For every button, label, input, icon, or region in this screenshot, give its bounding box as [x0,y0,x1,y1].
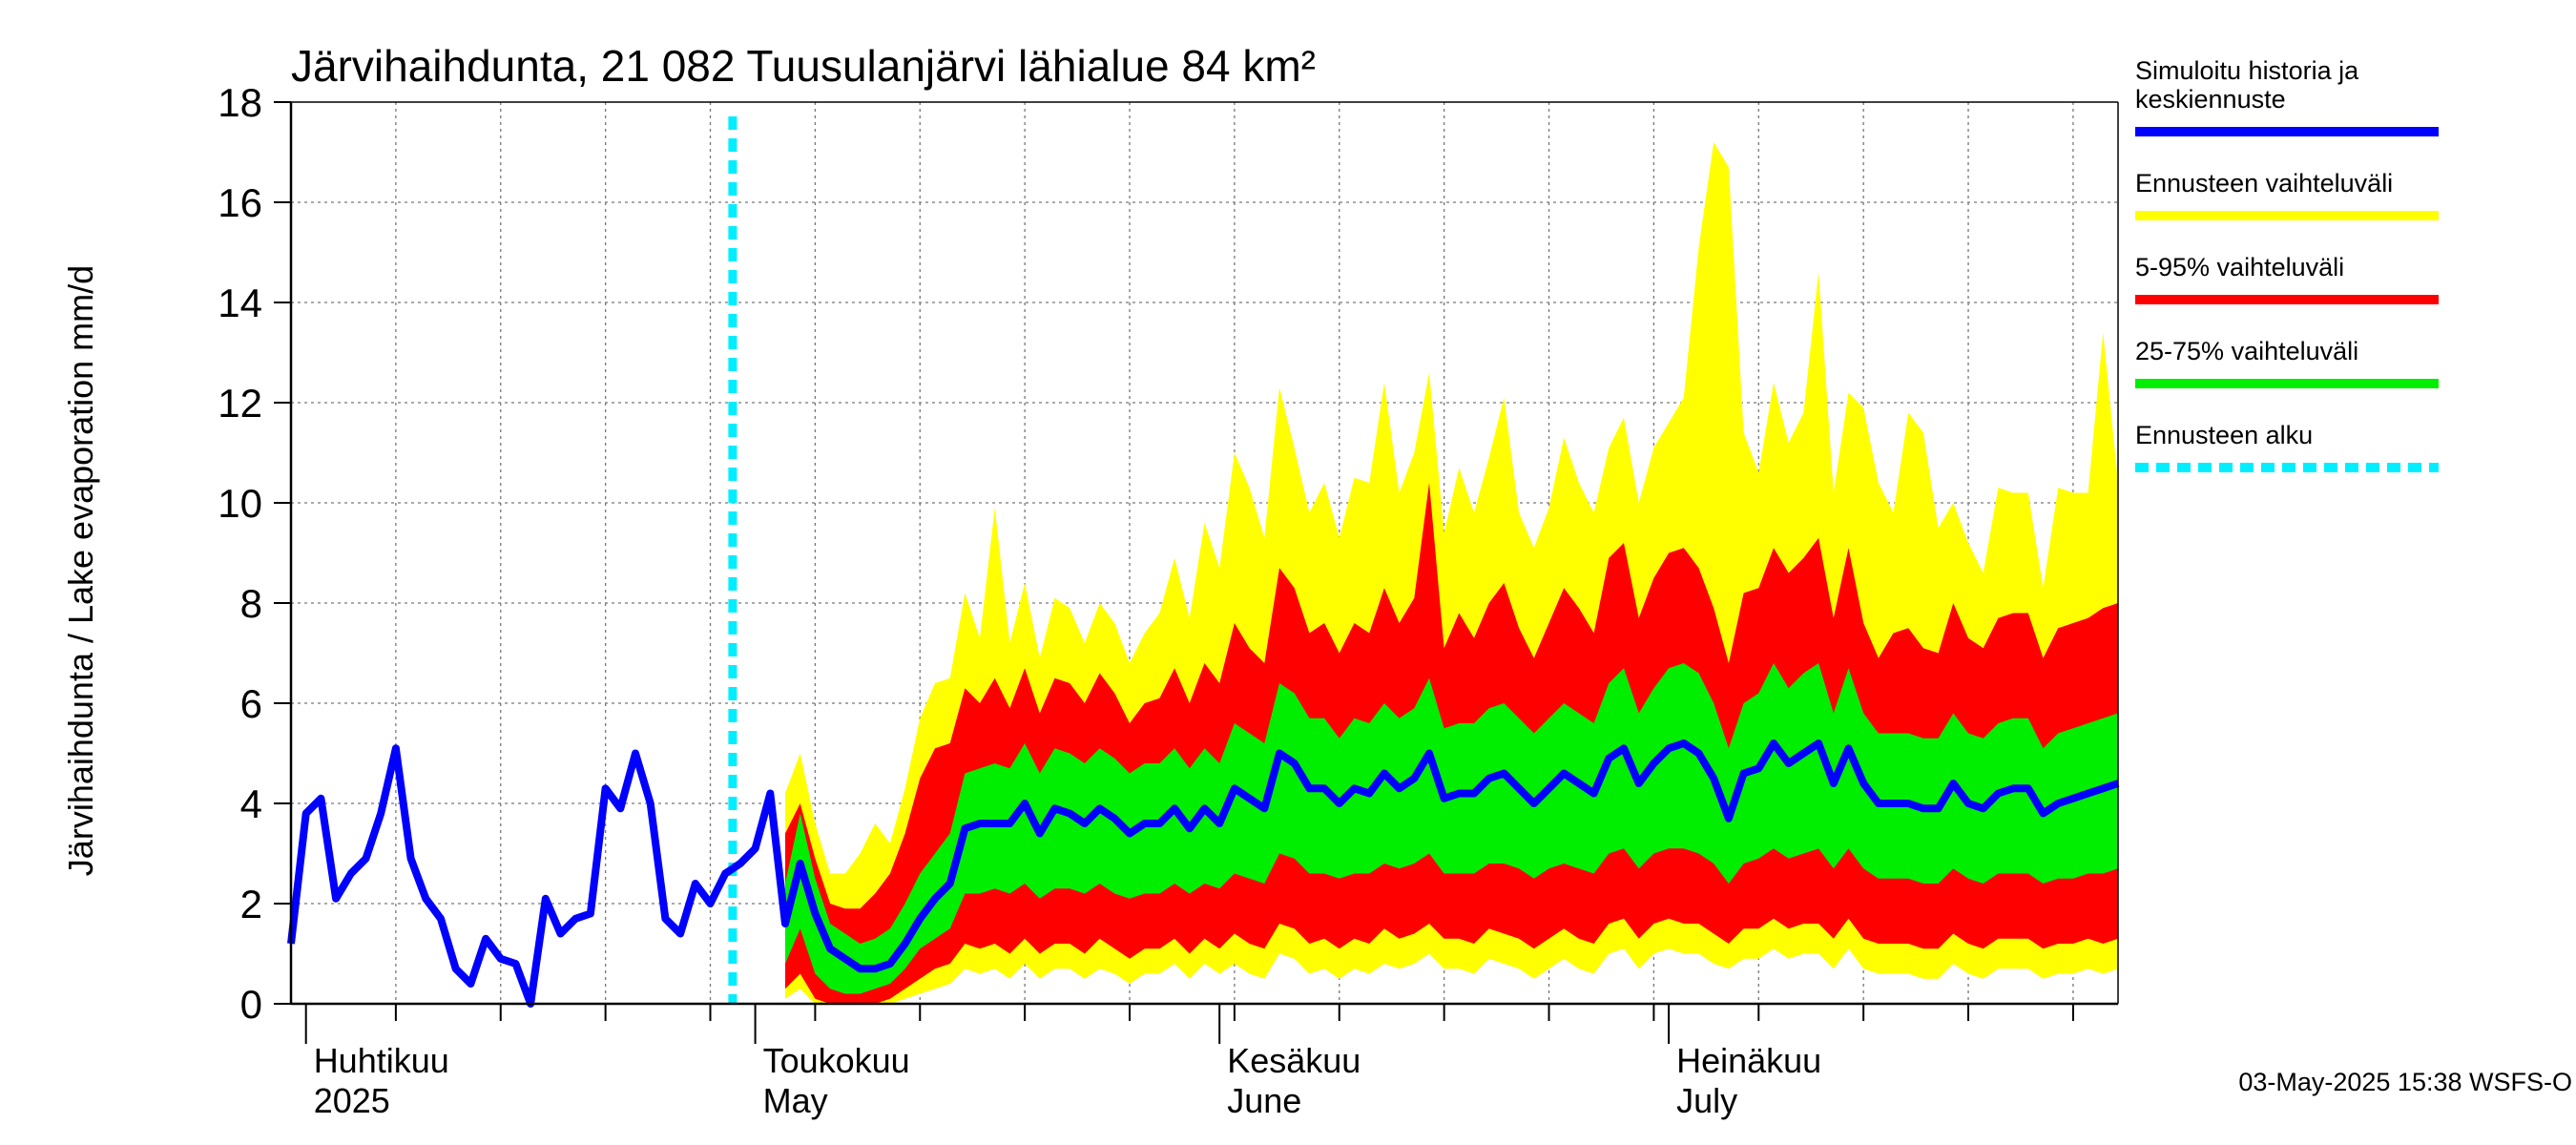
month-label: Toukokuu [763,1041,910,1080]
legend-label: Ennusteen alku [2135,421,2313,449]
month-label: July [1676,1081,1737,1120]
y-tick-label: 10 [218,481,262,526]
month-label: Huhtikuu [314,1041,449,1080]
month-label: May [763,1081,828,1120]
p25-75-band [785,663,2118,994]
y-tick-label: 6 [240,681,262,726]
series-lines [287,116,2120,1008]
y-axis-label: Järvihaihdunta / Lake evaporation mm/d [61,265,100,876]
y-tick-label: 0 [240,982,262,1027]
y-tick-label: 16 [218,180,262,225]
month-label: Kesäkuu [1227,1041,1361,1080]
y-tick-label: 18 [218,80,262,125]
timestamp-footer: 03-May-2025 15:38 WSFS-O [2238,1068,2572,1096]
y-tick-label: 2 [240,882,262,926]
legend-label: 5-95% vaihteluväli [2135,253,2344,281]
y-tick-label: 8 [240,581,262,626]
chart-title: Järvihaihdunta, 21 082 Tuusulanjärvi läh… [291,41,1316,91]
forecast-bands [785,142,2118,1004]
legend-label: keskiennuste [2135,85,2286,114]
y-tick-label: 4 [240,781,262,826]
legend-label: 25-75% vaihteluväli [2135,337,2358,365]
y-tick-label: 14 [218,281,262,325]
month-label: 2025 [314,1081,390,1120]
legend-label: Ennusteen vaihteluväli [2135,169,2393,198]
mean-line [287,739,2120,1008]
y-tick-label: 12 [218,381,262,426]
legend-label: Simuloitu historia ja [2135,56,2359,85]
month-label: June [1227,1081,1301,1120]
month-label: Heinäkuu [1676,1041,1821,1080]
